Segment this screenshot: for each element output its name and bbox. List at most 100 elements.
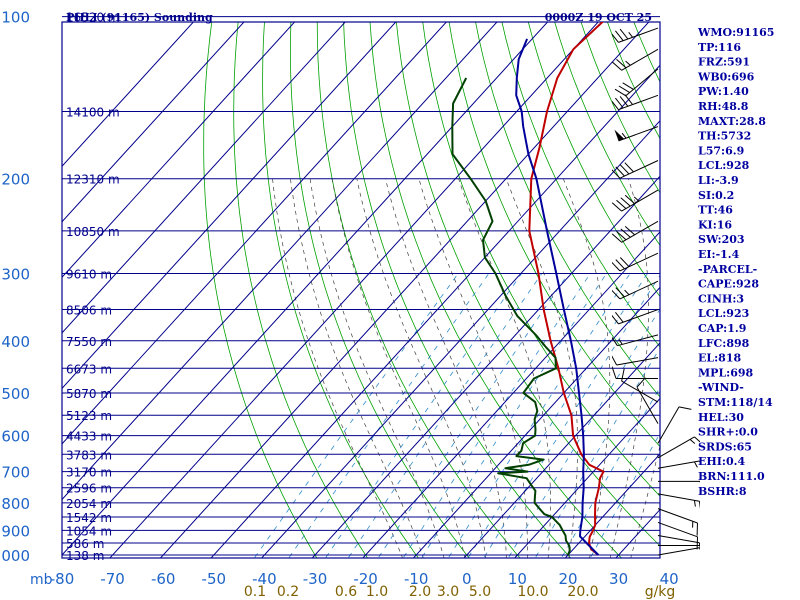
index-entry: -WIND- [698,381,744,394]
pressure-tick-label: 400 [1,333,30,351]
isotherm [260,120,660,558]
mixing-ratio-line [402,273,591,558]
isotherm [62,22,195,167]
barb-full [612,61,622,71]
index-entry: KI:16 [698,218,732,231]
index-entry: EI:-1.4 [698,248,740,261]
height-label: 9610 m [66,268,112,282]
wind-barb [657,436,700,459]
isotherm [463,342,660,558]
pressure-tick-label: 700 [1,464,30,482]
mixing-ratio-line [507,308,660,558]
parcel-profile [515,38,600,556]
barb-full [619,28,629,40]
moist-adiabat [562,178,611,558]
barb-half [693,461,698,468]
isotherm-grid [62,22,660,558]
mixing-ratio-line [377,273,569,558]
temperature-tick-label: -20 [353,570,378,588]
wind-barb [612,27,659,43]
barb-staff [657,436,695,459]
index-entry: LCL:928 [698,159,750,172]
wind-barb [614,126,659,142]
height-label: 586 m [66,537,104,551]
wind-barb [612,160,659,179]
index-entry: LCL:923 [698,307,749,320]
barb-full [612,336,618,346]
wind-barb [657,480,700,483]
pressure-tick-label: 200 [1,171,30,189]
pressure-tick-label: 300 [1,266,30,284]
height-label: 3170 m [66,466,112,480]
index-entry: TH:5732 [698,130,751,143]
barb-half [693,500,696,507]
isotherm [62,22,549,556]
isotherm [362,231,660,558]
index-entry: BRN:111.0 [698,470,765,483]
chart-valid-time: 0000Z 19 OCT 25 [545,11,652,24]
barb-half [621,132,627,139]
temperature-profile [528,22,605,556]
index-entry: SW:203 [698,233,745,246]
barb-full [636,377,646,388]
mixing-ratio-lines [253,273,660,558]
barb-full [612,100,619,111]
index-entry: LFC:898 [698,337,750,350]
pressure-tick-label: 800 [1,495,30,513]
mixing-ratio-label: 10.0 [517,584,548,600]
temperature-tick-label: 10 [508,570,527,588]
index-entry: WMO:91165 [697,26,774,39]
moist-adiabat [331,178,466,558]
mixing-ratio-label: 2.0 [409,584,431,600]
barb-full [622,82,634,90]
temperature-tick-label: -30 [303,570,328,588]
isotherm [62,22,346,334]
height-label: 5123 m [66,409,112,423]
barb-half [689,439,696,444]
index-entry: TP:116 [698,41,741,54]
index-entry: WB0:696 [697,70,755,83]
barb-full [612,202,622,212]
wind-barb [612,280,659,300]
height-label: 14100 m [66,106,120,120]
wind-barb-column [612,27,700,556]
barb-staff [657,521,698,538]
index-entry: BSHR:8 [698,485,747,498]
barb-staff [657,508,698,524]
wind-barb [612,309,659,325]
barb-staff [619,160,659,179]
barb-full [619,96,629,107]
isotherm [412,286,660,558]
mixing-ratio-line [467,273,648,558]
wind-barb [657,544,700,548]
barb-full [620,197,631,207]
barb-full [615,259,625,270]
height-labels: 16520 m 14100 m 12310 m 10850 m 9610 m 8506 m… [66,11,120,563]
barb-full [612,261,621,272]
mixing-ratio-line [420,273,607,558]
barb-staff [618,126,659,142]
barb-full [612,33,619,43]
index-entry: SHR+:0.0 [698,426,758,439]
index-entry: L57:6.9 [698,144,744,157]
index-entry: CAPE:928 [698,278,759,291]
isotherm [109,22,599,558]
barb-full [616,59,627,69]
barb-half [618,338,623,345]
barb-full [615,97,624,109]
temperature-tick-label: 0 [462,570,472,588]
temperature-tick-label: -60 [151,570,176,588]
isotherm [159,22,650,558]
index-entry: -PARCEL- [698,263,757,276]
barb-full [614,88,627,97]
index-entry: RH:48.8 [698,100,749,113]
mixing-ratio-line [253,273,459,558]
barb-full [615,287,625,298]
plot-frame [61,21,661,559]
barb-half [624,289,630,296]
isotherm [62,22,498,501]
index-entry: PW:1.40 [698,85,749,98]
height-label: 8506 m [66,304,112,318]
index-entry: SI:0.2 [698,189,734,202]
